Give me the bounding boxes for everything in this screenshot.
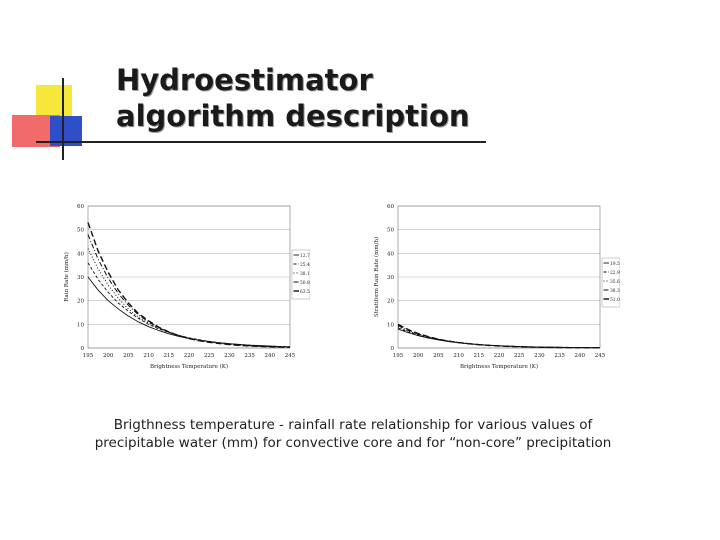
x-tick-label: 220 [184,353,195,359]
y-tick-label: 60 [387,204,394,210]
x-tick-label: 245 [285,353,296,359]
non-core-chart: 0 10 20 30 40 50 60 195 200 205 210 215 220 225 230 235… [373,204,620,370]
convective-core-chart: 0 10 20 30 40 50 60 195 200 205 210 215 220 225 230 235… [63,204,310,370]
x-tick-label: 210 [453,353,464,359]
x-tick-label: 225 [204,353,215,359]
series-line-38.1 [87,248,291,348]
x-tick-label: 200 [103,353,114,359]
x-axis-label: Brightness Temperature (K) [150,363,228,370]
y-tick-label: 40 [387,251,394,257]
legend-entry: 38.1 [300,272,310,277]
y-tick-label: 20 [77,299,84,305]
y-tick-label: 50 [77,228,84,234]
x-tick-label: 235 [244,353,255,359]
legend-entry: 50.8 [300,281,310,286]
x-axis-label: Brightness Temperature (K) [460,363,538,370]
slide-title-line-1: Hydroestimator [116,63,373,97]
accent-vertical-line [62,78,64,160]
x-tick-label: 195 [393,353,404,359]
legend-box [601,257,620,308]
y-tick-label: 20 [387,299,394,305]
y-axis-label: Stratiform Rain Rate (mm/h) [373,237,380,317]
y-axis-label: Rain Rate (mm/h) [63,252,70,301]
y-tick-label: 0 [391,346,395,352]
legend-entry: 35.66 [610,280,620,285]
y-tick-label: 10 [77,322,84,328]
caption-line-1: Brigthness temperature - rainfall rate r… [113,417,593,433]
legend-entry: 25.4 [300,263,310,268]
series-line-51.06 [397,323,601,349]
legend-box [291,249,310,300]
x-tick-label: 220 [494,353,505,359]
x-tick-label: 205 [433,353,444,359]
y-tick-label: 10 [387,322,394,328]
x-tick-label: 240 [265,353,276,359]
slide-title-line-2: algorithm description [116,99,470,133]
series-line-22.96 [397,327,601,349]
x-tick-label: 205 [123,353,134,359]
y-tick-label: 0 [81,346,85,352]
y-tick-label: 40 [77,251,84,257]
y-tick-label: 50 [387,228,394,234]
legend-entry: 38.36 [610,289,620,294]
y-tick-label: 60 [77,204,84,210]
series-line-19.56 [397,328,601,349]
legend-entry: 19.56 [610,262,620,267]
x-tick-label: 230 [534,353,545,359]
y-tick-label: 30 [77,275,84,281]
y-tick-label: 30 [387,275,394,281]
legend-entry: 12.7 [300,254,310,259]
series-line-63.5 [87,222,291,348]
x-tick-label: 200 [413,353,424,359]
x-tick-label: 230 [224,353,235,359]
caption-line-2: precipitable water (mm) for convective c… [94,435,612,451]
figure-caption: Brigthness temperature - rainfall rate r… [80,416,626,452]
x-tick-label: 245 [595,353,606,359]
legend-entry: 63.5 [300,290,310,295]
title-underline [36,141,486,143]
series-line-25.4 [87,262,291,348]
x-tick-label: 195 [83,353,94,359]
slide-title: Hydroestimator algorithm description [116,62,470,134]
plot-frame [397,205,601,349]
x-tick-label: 240 [575,353,586,359]
series-line-12.7 [87,276,291,348]
x-tick-label: 210 [143,353,154,359]
x-tick-label: 225 [514,353,525,359]
legend-entry: 22.96 [610,271,620,276]
x-tick-label: 215 [474,353,485,359]
legend-entry: 51.06 [610,298,620,303]
x-tick-label: 215 [164,353,175,359]
x-tick-label: 235 [554,353,565,359]
